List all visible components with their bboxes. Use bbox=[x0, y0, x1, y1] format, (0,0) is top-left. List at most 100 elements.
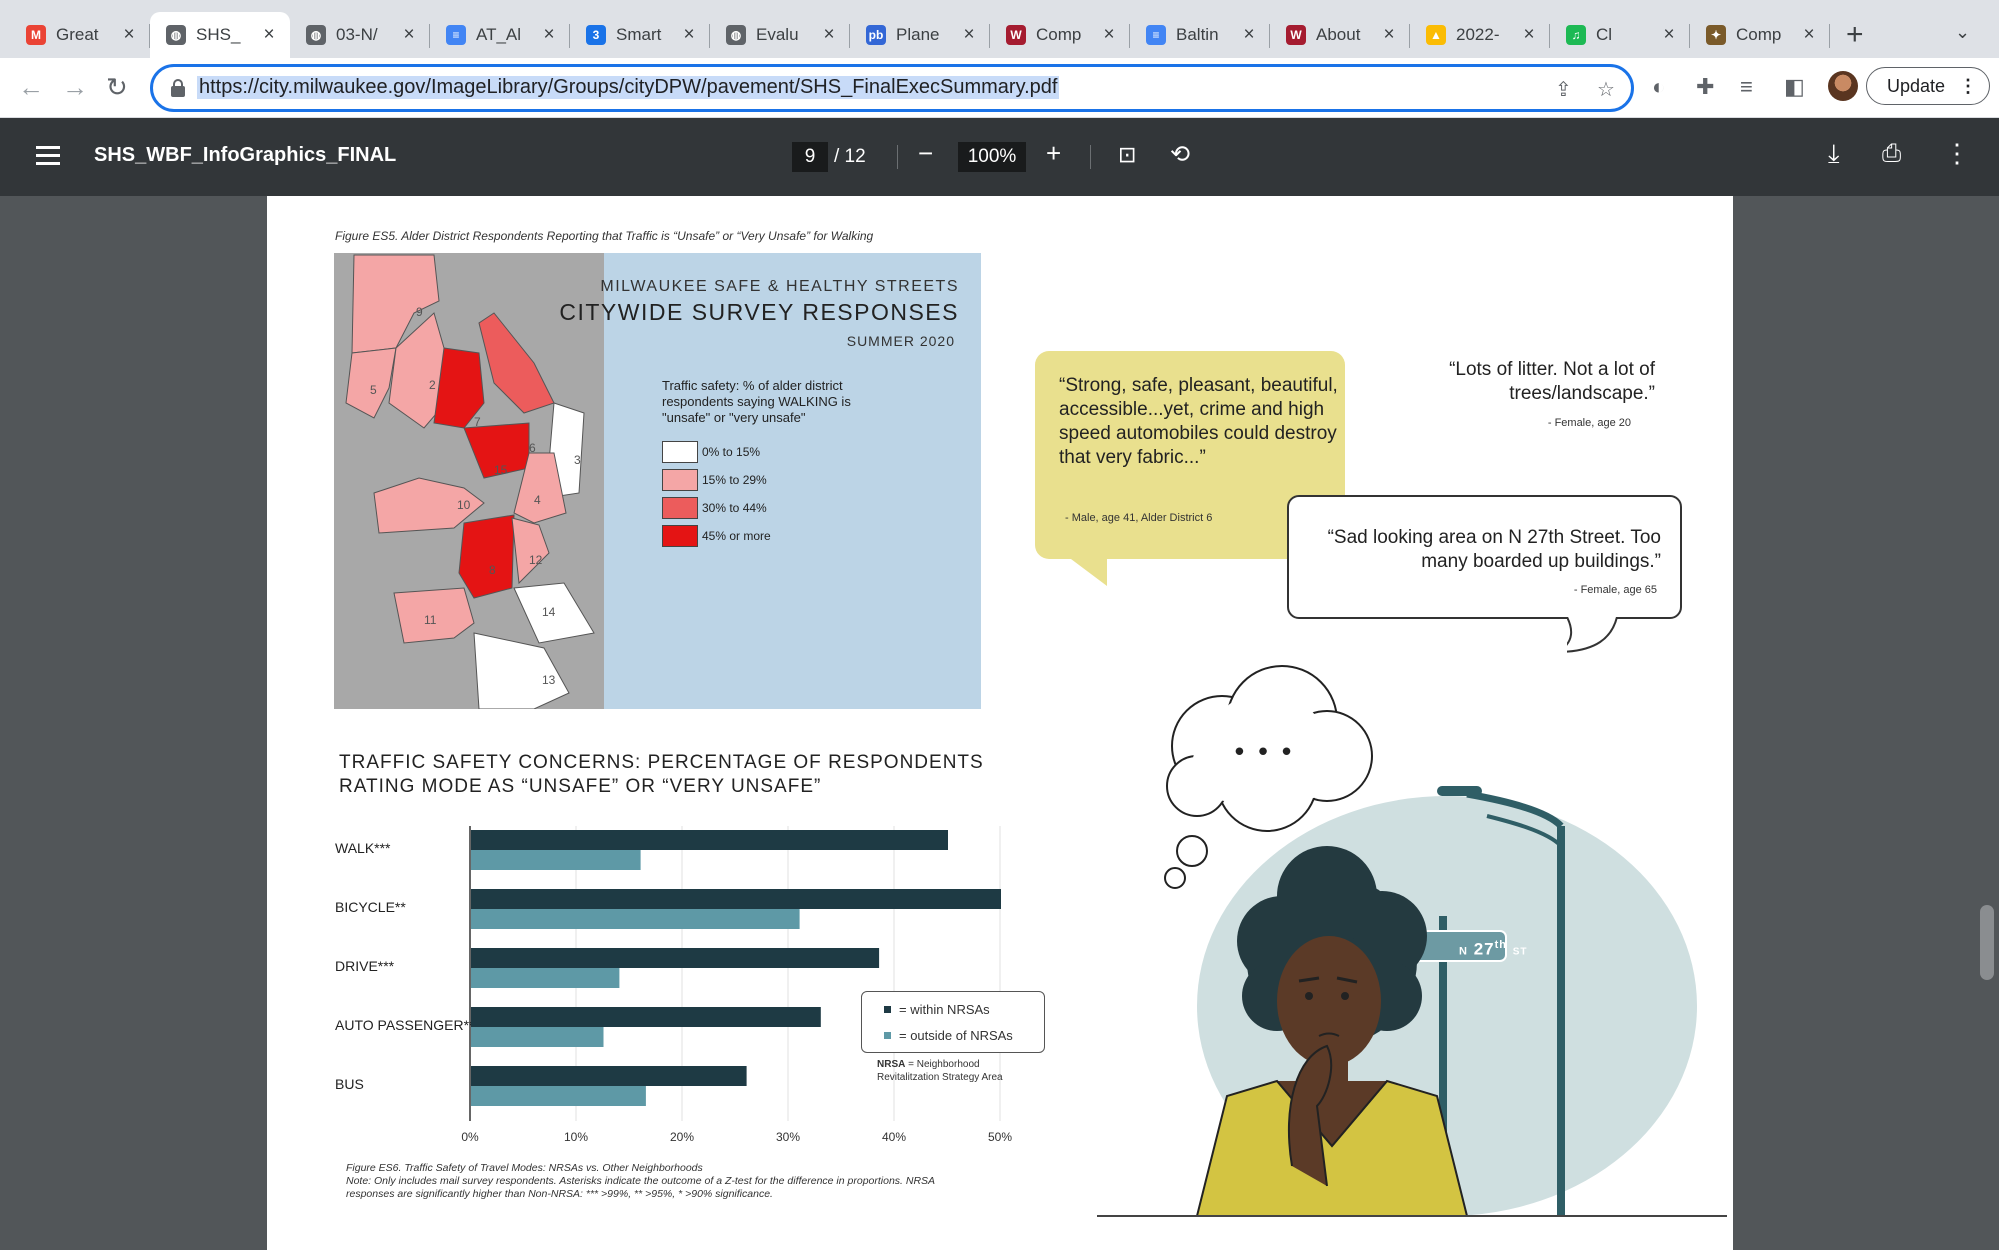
close-tab-icon[interactable]: × bbox=[263, 24, 275, 45]
tab-title: Smart bbox=[616, 25, 662, 44]
zoom-out-icon[interactable]: − bbox=[918, 138, 934, 168]
quote-1-text: “Strong, safe, pleasant, beautiful, acce… bbox=[1059, 375, 1338, 468]
x-tick-label: 40% bbox=[882, 1130, 906, 1144]
zoom-input[interactable]: 100% bbox=[958, 142, 1026, 172]
district-label: 13 bbox=[542, 673, 556, 687]
docs-icon: ≡ bbox=[446, 25, 466, 45]
forward-icon[interactable]: → bbox=[62, 72, 88, 102]
browser-tab[interactable]: W About × bbox=[1270, 12, 1410, 58]
bar bbox=[471, 909, 800, 929]
browser-tab[interactable]: pb Plane × bbox=[850, 12, 990, 58]
browser-tab[interactable]: ◍ Evalu × bbox=[710, 12, 850, 58]
document-title: SHS_WBF_InfoGraphics_FINAL bbox=[94, 144, 397, 166]
close-tab-icon[interactable]: × bbox=[123, 24, 135, 45]
close-tab-icon[interactable]: × bbox=[963, 24, 975, 45]
nrsa-note: NRSA = Neighborhood Revitalitzation Strat… bbox=[877, 1058, 1003, 1084]
district-label: 4 bbox=[534, 493, 541, 507]
update-label: Update bbox=[1887, 75, 1946, 96]
hamburger-menu-icon[interactable] bbox=[36, 146, 60, 166]
update-button[interactable]: Update ⋮ bbox=[1866, 67, 1990, 105]
district-map: 9 5 2 7 6 3 15 4 10 8 12 14 11 13 MILWAUKEE SAFE & HE… bbox=[334, 253, 981, 709]
close-tab-icon[interactable]: × bbox=[1243, 24, 1255, 45]
bar bbox=[471, 889, 1001, 909]
street-sign-text: N 27th ST bbox=[1459, 939, 1528, 960]
quote-1-attribution: - Male, age 41, Alder District 6 bbox=[1065, 512, 1213, 524]
tab-separator bbox=[149, 24, 150, 48]
more-actions-icon[interactable]: ⋮ bbox=[1944, 138, 1970, 168]
side-panel-icon[interactable]: ◧ bbox=[1784, 74, 1805, 99]
reload-icon[interactable]: ↻ bbox=[106, 72, 128, 102]
tab-separator bbox=[989, 24, 990, 48]
browser-tab[interactable]: ◍ 03-N/ × bbox=[290, 12, 430, 58]
browser-tab[interactable]: W Comp × bbox=[990, 12, 1130, 58]
tab-title: 2022- bbox=[1456, 25, 1500, 44]
x-tick-label: 10% bbox=[564, 1130, 588, 1144]
close-tab-icon[interactable]: × bbox=[1383, 24, 1395, 45]
close-tab-icon[interactable]: × bbox=[1523, 24, 1535, 45]
close-tab-icon[interactable]: × bbox=[1663, 24, 1675, 45]
tab-title: Comp bbox=[1036, 25, 1082, 44]
district-7 bbox=[433, 347, 485, 429]
media-controls-icon[interactable]: ≡ bbox=[1740, 74, 1753, 99]
district-11 bbox=[393, 587, 475, 644]
zoom-in-icon[interactable]: + bbox=[1046, 138, 1062, 168]
map-legend-item: 30% to 44% bbox=[662, 497, 767, 519]
category-label: BICYCLE** bbox=[335, 899, 406, 915]
district-4 bbox=[513, 452, 567, 524]
close-tab-icon[interactable]: × bbox=[403, 24, 415, 45]
page-number-input[interactable]: 9 bbox=[792, 142, 828, 172]
close-tab-icon[interactable]: × bbox=[1803, 24, 1815, 45]
url-text[interactable]: https://city.milwaukee.gov/ImageLibrary/… bbox=[197, 76, 1060, 99]
close-tab-icon[interactable]: × bbox=[543, 24, 555, 45]
fit-page-icon[interactable]: ⊡ bbox=[1118, 142, 1137, 167]
divider bbox=[1090, 145, 1091, 169]
new-tab-button[interactable]: + bbox=[1846, 18, 1864, 51]
lamp-pole bbox=[1557, 826, 1565, 1216]
bubble-tail-outline bbox=[1567, 617, 1618, 653]
scrollbar-thumb[interactable] bbox=[1980, 905, 1994, 980]
browser-toolbar: ← → ↻ https://city.milwaukee.gov/ImageLi… bbox=[0, 58, 1999, 118]
tab-separator bbox=[569, 24, 570, 48]
divider bbox=[897, 145, 898, 169]
extension-metrics-icon[interactable]: ◐ bbox=[1652, 74, 1666, 99]
download-icon[interactable]: ⤓ bbox=[1828, 138, 1840, 168]
bar-chart-legend: = within NRSAs = outside of NRSAs bbox=[861, 991, 1045, 1053]
legend-swatch bbox=[662, 497, 698, 519]
share-icon[interactable]: ⇪ bbox=[1555, 79, 1572, 101]
district-label: 6 bbox=[529, 441, 536, 455]
district-label: 10 bbox=[457, 498, 471, 512]
district-8 bbox=[458, 514, 515, 599]
browser-tab[interactable]: ✦ Comp × bbox=[1690, 12, 1830, 58]
browser-tab[interactable]: 3 Smart × bbox=[570, 12, 710, 58]
sign-suffix: th bbox=[1494, 939, 1507, 951]
print-icon[interactable]: ⎙ bbox=[1882, 140, 1902, 167]
browser-tab[interactable]: ◍ SHS_ × bbox=[150, 12, 290, 58]
drive-icon: ▲ bbox=[1426, 25, 1446, 45]
category-label: WALK*** bbox=[335, 840, 391, 856]
profile-avatar[interactable] bbox=[1828, 71, 1858, 101]
rotate-icon[interactable]: ⟲ bbox=[1170, 141, 1191, 168]
browser-tab[interactable]: ≡ Baltin × bbox=[1130, 12, 1270, 58]
browser-tab[interactable]: ≡ AT_Al × bbox=[430, 12, 570, 58]
tab-separator bbox=[709, 24, 710, 48]
tab-strip: M Great × ◍ SHS_ × ◍ 03-N/ × ≡ AT_Al × 3 Smart × ◍ Evalu… bbox=[0, 0, 1999, 58]
browser-tab[interactable]: ♫ Cl × bbox=[1550, 12, 1690, 58]
legend-swatch bbox=[662, 441, 698, 463]
browser-tab[interactable]: M Great × bbox=[10, 12, 150, 58]
tab-search-icon[interactable]: ⌄ bbox=[1955, 22, 1971, 42]
lock-icon[interactable] bbox=[171, 79, 185, 97]
close-tab-icon[interactable]: × bbox=[1103, 24, 1115, 45]
close-tab-icon[interactable]: × bbox=[823, 24, 835, 45]
extensions-puzzle-icon[interactable]: ✚ bbox=[1696, 74, 1715, 99]
browser-tab[interactable]: ▲ 2022- × bbox=[1410, 12, 1550, 58]
district-13 bbox=[473, 632, 570, 709]
close-tab-icon[interactable]: × bbox=[683, 24, 695, 45]
legend-swatch bbox=[662, 525, 698, 547]
tab-separator bbox=[849, 24, 850, 48]
quote-bubble-outline bbox=[1287, 495, 1682, 619]
bar bbox=[471, 948, 880, 968]
bookmark-star-icon[interactable]: ☆ bbox=[1597, 79, 1615, 101]
w-icon: W bbox=[1006, 25, 1026, 45]
back-icon[interactable]: ← bbox=[18, 72, 44, 102]
address-bar[interactable]: https://city.milwaukee.gov/ImageLibrary/… bbox=[150, 64, 1634, 112]
